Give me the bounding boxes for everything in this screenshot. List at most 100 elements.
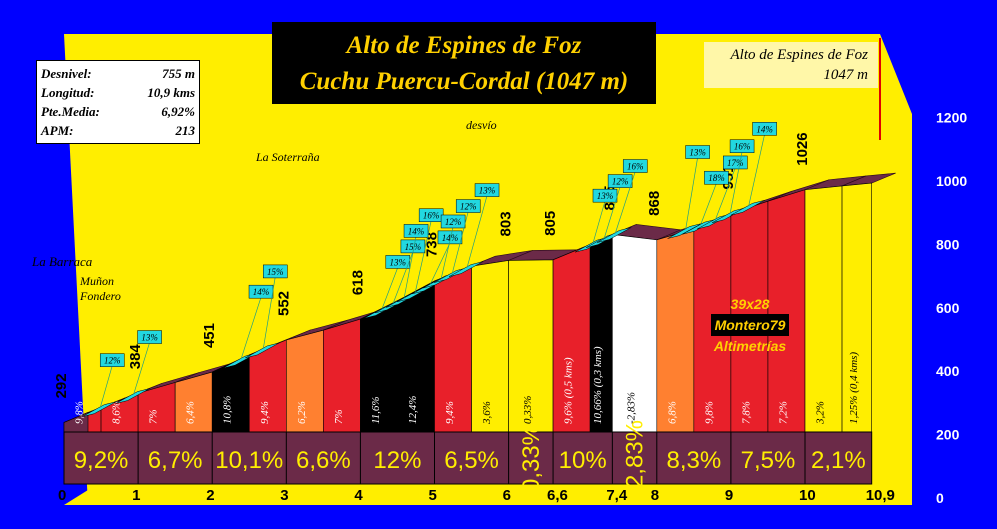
ramp-leader [381,267,399,310]
segment-slope-label: 7,2% [777,401,789,424]
ramp-leader [429,242,451,286]
stat-row: APM: 213 [41,121,195,140]
segment-slope-label: 9,8% [703,401,715,424]
ramp-badge [137,330,162,344]
summit-label-box: Alto de Espines de Foz 1047 m [704,42,878,88]
ramp-leader [440,226,454,280]
ramp-badge [385,255,411,269]
place-label: Muñon [79,274,114,288]
x-tick-label: 7,4 [606,487,628,504]
km-slope-label: 9,2% [74,447,129,474]
ramp-badge-label: 14% [408,226,425,236]
segment-slope-label: 9,4% [444,401,456,424]
ramp-badge-label: 12% [445,217,462,227]
ramp-badge [474,183,500,197]
x-tick-label: 3 [280,487,288,504]
ramp-leader [729,151,743,214]
segment-slope-label: 0,33% [522,396,534,424]
ramp-badge [440,214,466,229]
stat-value: 755 m [162,66,195,81]
x-tick-label: 10 [799,487,816,504]
stat-label: Pte.Media: [41,104,100,119]
ramp-leader [700,183,717,226]
ramp-badge [752,122,777,136]
km-slope-label: 10,1% [215,447,283,474]
y-tick-label: 400 [936,363,960,379]
credit-line-1: 39x28 [730,296,770,312]
ramp-leader [592,201,606,244]
km-slope-label: 6,7% [148,447,203,474]
y-tick-label: 200 [936,427,960,443]
ramp-marker [730,200,765,216]
ramp-badge-label: 16% [734,142,751,152]
km-slope-label: 12% [373,447,421,474]
credit-line-3: Altimetrías [713,338,787,354]
segment-slope-label: 12,4% [407,396,419,424]
place-label: La Barraca [31,254,93,269]
chart-subtitle: Cuchu Puercu-Cordal (1047 m) [299,68,629,95]
y-tick-label: 600 [936,300,960,316]
altitude-label: 805 [542,211,559,236]
ramp-badge-label: 13% [141,333,158,343]
altitude-label: 803 [498,211,515,236]
km-slope-label: 2,1% [811,447,866,474]
stat-value: 10,9 kms [147,85,195,100]
ramp-badge-label: 18% [708,173,725,183]
y-tick-label: 0 [936,490,944,506]
stat-row: Longitud: 10,9 kms [41,83,195,102]
ramp-badge-label: 12% [460,202,477,212]
x-tick-label: 5 [429,487,437,504]
place-label: desvío [466,118,497,132]
author-credit: 39x28 Montero79 Altimetrías [690,294,810,356]
segment-slope-label: 6,2% [296,401,308,424]
segment-slope-label: 3,2% [815,401,827,425]
km-slope-label: 6,6% [296,447,351,474]
ramp-badge [685,145,710,159]
ramp-badge-label: 15% [405,242,422,252]
segment-slope-label: 9,4% [259,401,271,424]
x-tick-label: 10,9 [866,487,895,504]
y-tick-label: 800 [936,236,960,252]
summit-name: Alto de Espines de Foz [730,47,868,63]
altitude-label: 451 [201,323,218,348]
altitude-label: 738 [424,232,441,257]
ramp-badge-label: 13% [689,148,706,158]
ramp-badge-label: 12% [612,177,629,187]
ramp-leader [603,186,621,239]
chart-floor [64,490,912,505]
stat-row: Pte.Media: 6,92% [41,102,195,121]
ramp-leader [714,167,736,221]
ramp-leader [685,157,698,230]
km-slope-label: 6,5% [444,447,499,474]
ramp-badge [455,199,481,213]
ramp-badge [622,159,648,173]
stat-label: Desnivel: [41,66,92,81]
stat-value: 213 [175,123,196,138]
ramp-marker [597,227,632,243]
ramp-badge [263,264,288,279]
ramp-badge-label: 16% [423,211,440,221]
segment-slope-label: 6,4% [185,401,197,424]
altitude-label: 618 [349,270,366,295]
ramp-leader [414,220,432,293]
x-tick-label: 2 [206,487,214,504]
stat-row: Desnivel: 755 m [41,64,195,83]
ramp-marker [667,223,702,239]
ramp-leader [392,251,414,305]
y-tick-label: 1000 [936,173,967,189]
ramp-badge-label: 14% [253,287,270,297]
ramp-badge-label: 17% [727,158,744,168]
segment-slope-label: 10,8% [222,396,234,424]
ramp-leader [240,297,262,360]
ramp-badge [437,230,463,245]
altitude-label: 868 [646,191,663,216]
ramp-badge-label: 13% [479,186,496,196]
km-slope-band [63,431,873,485]
ramp-leader [451,211,469,274]
segment-slope-label: 7,8% [740,401,752,424]
chart-title: Alto de Espines de Foz [346,32,582,59]
km-slope-label: 0,33% [518,424,545,492]
ramp-leader [133,342,150,395]
segment-slope-label: 7% [333,409,345,424]
